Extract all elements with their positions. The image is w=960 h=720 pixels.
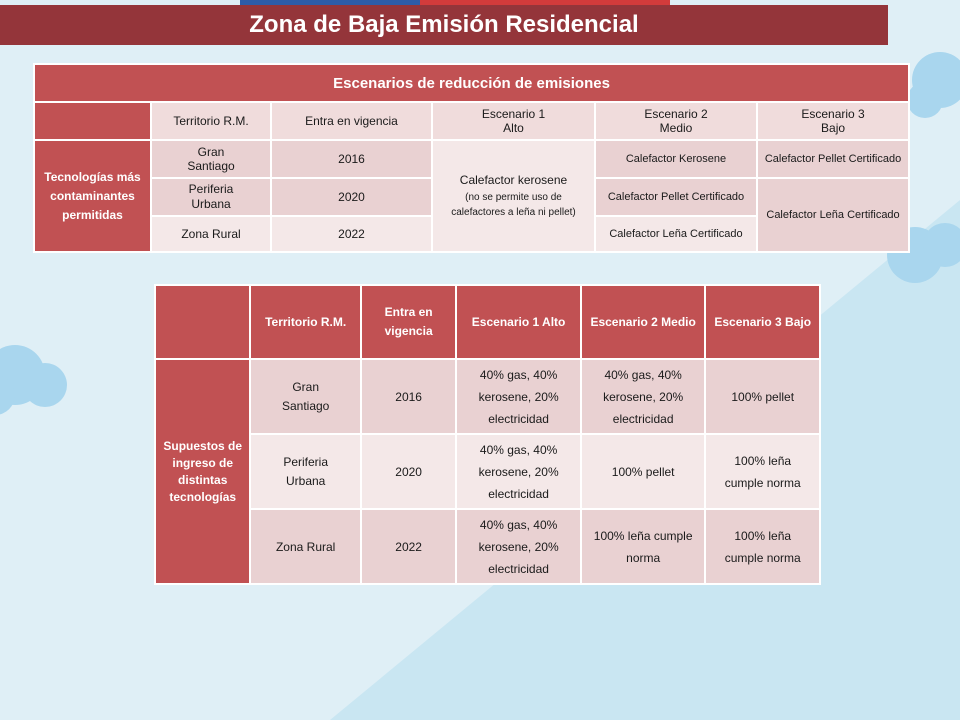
cell-note: (no se permite uso de calefactores a leñ… xyxy=(451,191,576,218)
table-cell: Zona Rural xyxy=(249,508,362,585)
col-header: Entra en vigencia xyxy=(270,101,433,141)
col-header-line: Escenario 1 xyxy=(481,107,546,121)
table-cell: 40% gas, 40% kerosene, 20% electricidad xyxy=(455,508,582,585)
table-cell: 2016 xyxy=(359,358,458,435)
col-header: Entra en vigencia xyxy=(359,284,458,360)
table-cell: Calefactor Leña Certificado xyxy=(594,215,758,253)
table-cell: 2022 xyxy=(359,508,458,585)
col-header-line: Escenario 3 xyxy=(801,107,865,121)
col-header-line: Bajo xyxy=(821,121,846,135)
cell-line: Gran xyxy=(197,145,225,159)
top-stripe xyxy=(0,0,960,5)
table-cell: Gran Santiago xyxy=(249,358,362,435)
table-cell: Calefactor Pellet Certificado xyxy=(594,177,758,217)
emission-scenarios-table: Escenarios de reducción de emisiones Ter… xyxy=(32,63,911,253)
cell-line: Santiago xyxy=(187,159,235,173)
col-header: Escenario 2 Medio xyxy=(579,284,707,360)
table-cell: Zona Rural xyxy=(150,215,272,253)
table-cell: 40% gas, 40% kerosene, 20% electricidad xyxy=(455,358,582,435)
table-cell: Gran Santiago xyxy=(150,139,272,179)
cell-main: Calefactor kerosene xyxy=(459,172,568,187)
table-cell: 2016 xyxy=(270,139,433,179)
technology-assumptions-table: Territorio R.M. Entra en vigencia Escena… xyxy=(153,284,821,585)
col-header-line: Medio xyxy=(659,121,693,135)
table-cell-merged: Calefactor Leña Certificado xyxy=(755,177,911,253)
table-cell: Calefactor Pellet Certificado xyxy=(755,139,911,179)
table-cell: Periferia Urbana xyxy=(150,177,272,217)
row-group-label: Tecnologías más contaminantes permitidas xyxy=(33,139,152,253)
table-cell: 40% gas, 40% kerosene, 20% electricidad xyxy=(579,358,707,435)
col-header-line: Alto xyxy=(503,121,524,135)
table-cell: 100% leña cumple norma xyxy=(704,508,821,585)
col-header-line: Escenario 2 xyxy=(644,107,708,121)
cell-line: Periferia xyxy=(188,182,234,196)
table-cell: 100% pellet xyxy=(704,358,821,435)
header-corner xyxy=(153,284,252,360)
table-header: Escenarios de reducción de emisiones xyxy=(32,63,911,103)
top-stripe-blue xyxy=(240,0,420,5)
row-group-label: Supuestos de ingreso de distintas tecnol… xyxy=(153,358,252,585)
header-corner xyxy=(33,101,152,141)
table-cell-merged: Calefactor kerosene (no se permite uso d… xyxy=(431,139,596,253)
col-header: Territorio R.M. xyxy=(150,101,272,141)
table-cell: 100% leña cumple norma xyxy=(704,433,821,510)
col-header: Territorio R.M. xyxy=(249,284,362,360)
table-cell: 2020 xyxy=(359,433,458,510)
top-stripe-red xyxy=(420,0,670,5)
col-header: Escenario 2 Medio xyxy=(594,101,758,141)
table-cell: 100% leña cumple norma xyxy=(579,508,707,585)
table-cell: Calefactor Kerosene xyxy=(594,139,758,179)
table-cell: Periferia Urbana xyxy=(249,433,362,510)
table-cell: 100% pellet xyxy=(579,433,707,510)
col-header: Escenario 3 Bajo xyxy=(704,284,821,360)
col-header: Escenario 3 Bajo xyxy=(755,101,911,141)
col-header: Escenario 1 Alto xyxy=(431,101,596,141)
table-cell: 2022 xyxy=(270,215,433,253)
col-header: Escenario 1 Alto xyxy=(455,284,582,360)
table-cell: 40% gas, 40% kerosene, 20% electricidad xyxy=(455,433,582,510)
cell-line: Urbana xyxy=(191,197,231,211)
page-title: Zona de Baja Emisión Residencial xyxy=(0,5,888,45)
table-cell: 2020 xyxy=(270,177,433,217)
